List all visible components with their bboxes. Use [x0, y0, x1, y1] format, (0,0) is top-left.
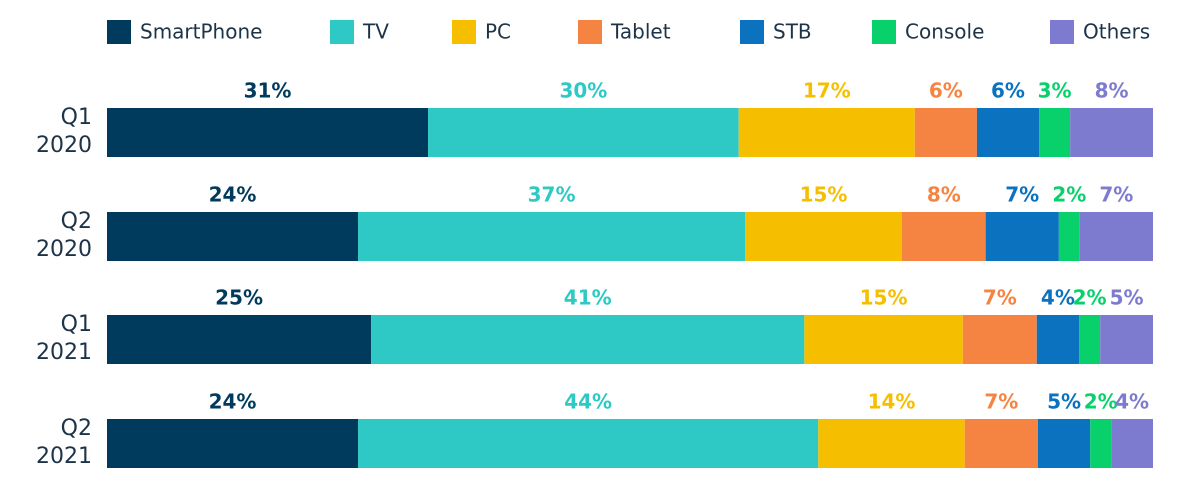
legend-label: Tablet: [610, 20, 671, 44]
bar-segment: [1079, 212, 1153, 261]
legend-label: STB: [773, 20, 812, 44]
bar-segment: [914, 108, 977, 157]
value-label: 37%: [528, 183, 576, 207]
legend-label: Console: [905, 20, 984, 44]
value-label: 31%: [244, 79, 292, 103]
bar-segment: [371, 315, 805, 364]
category-label: Q2 2020: [36, 209, 92, 262]
value-label: 7%: [984, 390, 1018, 414]
value-label: 4%: [1115, 390, 1149, 414]
value-label: 2%: [1052, 183, 1086, 207]
value-label: 3%: [1038, 79, 1072, 103]
value-label: 24%: [209, 390, 257, 414]
bar-segment: [1090, 419, 1112, 468]
value-label: 25%: [215, 286, 263, 310]
value-label: 41%: [564, 286, 612, 310]
legend-label: Others: [1083, 20, 1150, 44]
legend-swatch: [872, 20, 896, 44]
value-label: 15%: [860, 286, 908, 310]
value-label: 14%: [868, 390, 916, 414]
bar-segment: [1070, 108, 1153, 157]
bar-segment: [962, 315, 1037, 364]
legend-label: TV: [362, 20, 389, 44]
legend-swatch: [107, 20, 131, 44]
value-label: 8%: [927, 183, 961, 207]
bar-segment: [1111, 419, 1153, 468]
value-label: 4%: [1041, 286, 1075, 310]
value-label: 24%: [209, 183, 257, 207]
legend-swatch: [1050, 20, 1074, 44]
legend-label: PC: [485, 20, 511, 44]
bar-segment: [901, 212, 986, 261]
value-label: 7%: [1005, 183, 1039, 207]
value-label: 6%: [991, 79, 1025, 103]
legend-label: SmartPhone: [140, 20, 262, 44]
bar-segment: [804, 315, 963, 364]
value-label: 5%: [1110, 286, 1144, 310]
value-label: 30%: [559, 79, 607, 103]
value-label: 2%: [1073, 286, 1107, 310]
value-label: 8%: [1095, 79, 1129, 103]
value-label: 7%: [983, 286, 1017, 310]
value-label: 5%: [1047, 390, 1081, 414]
bar-segment: [358, 212, 746, 261]
value-label: 15%: [800, 183, 848, 207]
bar-segment: [358, 419, 819, 468]
bar-segment: [107, 419, 359, 468]
bar-segment: [107, 315, 372, 364]
value-label: 7%: [1099, 183, 1133, 207]
bar-segment: [818, 419, 965, 468]
legend-swatch: [330, 20, 354, 44]
value-label: 6%: [929, 79, 963, 103]
bar-segment: [745, 212, 902, 261]
category-label: Q2 2021: [36, 416, 92, 469]
bar-segment: [1100, 315, 1153, 364]
bar-segment: [985, 212, 1059, 261]
value-label: 2%: [1084, 390, 1118, 414]
legend-swatch: [452, 20, 476, 44]
bar-segment: [1079, 315, 1101, 364]
legend-swatch: [740, 20, 764, 44]
bar-segment: [1058, 212, 1080, 261]
category-label: Q1 2020: [36, 105, 92, 158]
category-label: Q1 2021: [36, 312, 92, 365]
value-label: 17%: [803, 79, 851, 103]
bar-segment: [1039, 108, 1071, 157]
value-label: 44%: [564, 390, 612, 414]
bar-segment: [976, 108, 1040, 157]
bar-segment: [428, 108, 739, 157]
bar-segment: [964, 419, 1038, 468]
bar-segment: [1037, 419, 1091, 468]
bar-segment: [107, 212, 359, 261]
bar-segment: [738, 108, 915, 157]
bar-segment: [107, 108, 429, 157]
legend-swatch: [578, 20, 602, 44]
bar-segment: [1036, 315, 1080, 364]
